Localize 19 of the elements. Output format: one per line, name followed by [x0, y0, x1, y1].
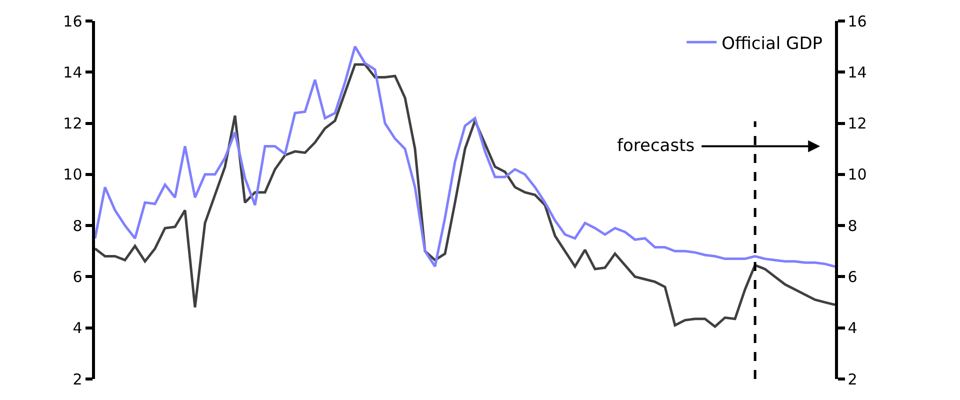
y-tick-label: 14	[63, 63, 82, 82]
y2-tick-label: 10	[848, 166, 867, 184]
y-tick-label: 12	[63, 114, 82, 133]
y-tick-label: 8	[72, 216, 82, 235]
y2-tick-label: 4	[848, 319, 858, 338]
y-tick-label: 6	[72, 268, 82, 286]
y2-tick-label: 6	[848, 268, 858, 286]
y2-tick-label: 2	[848, 370, 858, 388]
y2-tick-label: 14	[848, 63, 867, 82]
y2-tick-label: 16	[848, 12, 867, 30]
annotation: forecasts	[617, 136, 695, 156]
y-tick-label: 4	[72, 319, 82, 338]
y-tick-label: 16	[63, 12, 82, 30]
line-series	[95, 63, 835, 328]
y2-tick-label: 12	[848, 114, 867, 133]
y2-tick-label: 8	[848, 216, 858, 235]
legend-label: Official GDP	[722, 34, 823, 54]
y-tick-label: 2	[72, 370, 82, 388]
y-tick-label: 10	[63, 166, 82, 184]
